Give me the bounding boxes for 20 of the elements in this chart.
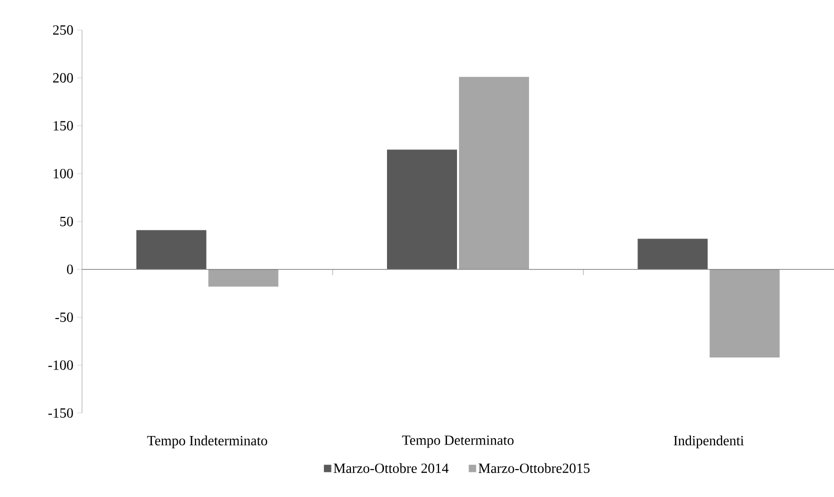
bar bbox=[387, 150, 458, 270]
bar bbox=[710, 269, 780, 358]
y-tick-label: -150 bbox=[48, 408, 73, 418]
y-tick-label: 150 bbox=[54, 121, 73, 130]
legend-label: Marzo-Ottobre 2014 bbox=[334, 463, 449, 473]
bar bbox=[638, 238, 708, 270]
bar bbox=[136, 230, 206, 270]
y-tick-label: 0 bbox=[67, 264, 73, 274]
x-tick-label: Indipendenti bbox=[674, 436, 744, 448]
x-tick-label: Tempo Indeterminato bbox=[147, 436, 268, 448]
x-tick-label: Tempo Determinato bbox=[402, 436, 514, 448]
bar bbox=[208, 269, 278, 287]
y-tick-label: 200 bbox=[53, 73, 73, 83]
bar bbox=[459, 76, 530, 270]
y-tick-label: -100 bbox=[48, 360, 73, 370]
y-tick-label: 250 bbox=[53, 25, 73, 35]
legend-label: Marzo-Ottobre2015 bbox=[478, 463, 590, 473]
y-tick-label: 100 bbox=[54, 168, 73, 178]
y-tick-label: 50 bbox=[60, 216, 73, 226]
y-tick-label: -50 bbox=[55, 312, 73, 322]
